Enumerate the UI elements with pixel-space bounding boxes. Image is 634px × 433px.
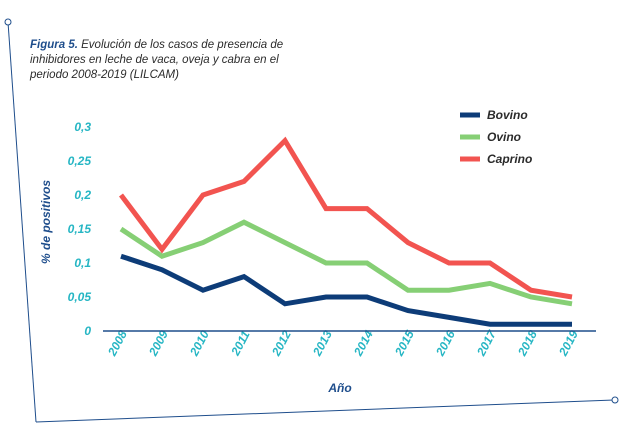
- x-tick-label: 2012: [269, 328, 295, 359]
- x-tick-label: 2013: [310, 328, 336, 359]
- x-tick-label: 2008: [105, 328, 131, 359]
- x-axis-label: Año: [327, 381, 351, 395]
- x-tick-label: 2010: [187, 328, 213, 359]
- series-line-ovino: [121, 222, 572, 304]
- y-axis-label: % de positivos: [39, 180, 53, 264]
- y-tick-label: 0: [84, 324, 91, 338]
- x-tick-label: 2011: [228, 328, 253, 359]
- x-tick-label: 2014: [351, 328, 377, 359]
- y-tick-label: 0,2: [74, 188, 91, 202]
- y-tick-labels: 0 0,05 0,1 0,15 0,2 0,25 0,3: [68, 120, 92, 338]
- x-tick-label: 2015: [392, 328, 418, 359]
- legend-label-bovino: Bovino: [487, 108, 528, 122]
- x-tick-label: 2009: [146, 328, 172, 359]
- y-tick-label: 0,1: [74, 256, 91, 270]
- y-tick-label: 0,3: [74, 120, 91, 134]
- y-tick-label: 0,25: [68, 154, 92, 168]
- x-tick-label: 2016: [433, 328, 459, 359]
- x-tick-label: 2019: [556, 328, 582, 359]
- legend-label-caprino: Caprino: [487, 152, 532, 166]
- legend: Bovino Ovino Caprino: [460, 108, 532, 166]
- y-tick-label: 0,15: [68, 222, 92, 236]
- series-lines: [121, 141, 572, 325]
- legend-label-ovino: Ovino: [487, 130, 521, 144]
- y-tick-label: 0,05: [68, 290, 92, 304]
- x-tick-label: 2018: [515, 328, 541, 359]
